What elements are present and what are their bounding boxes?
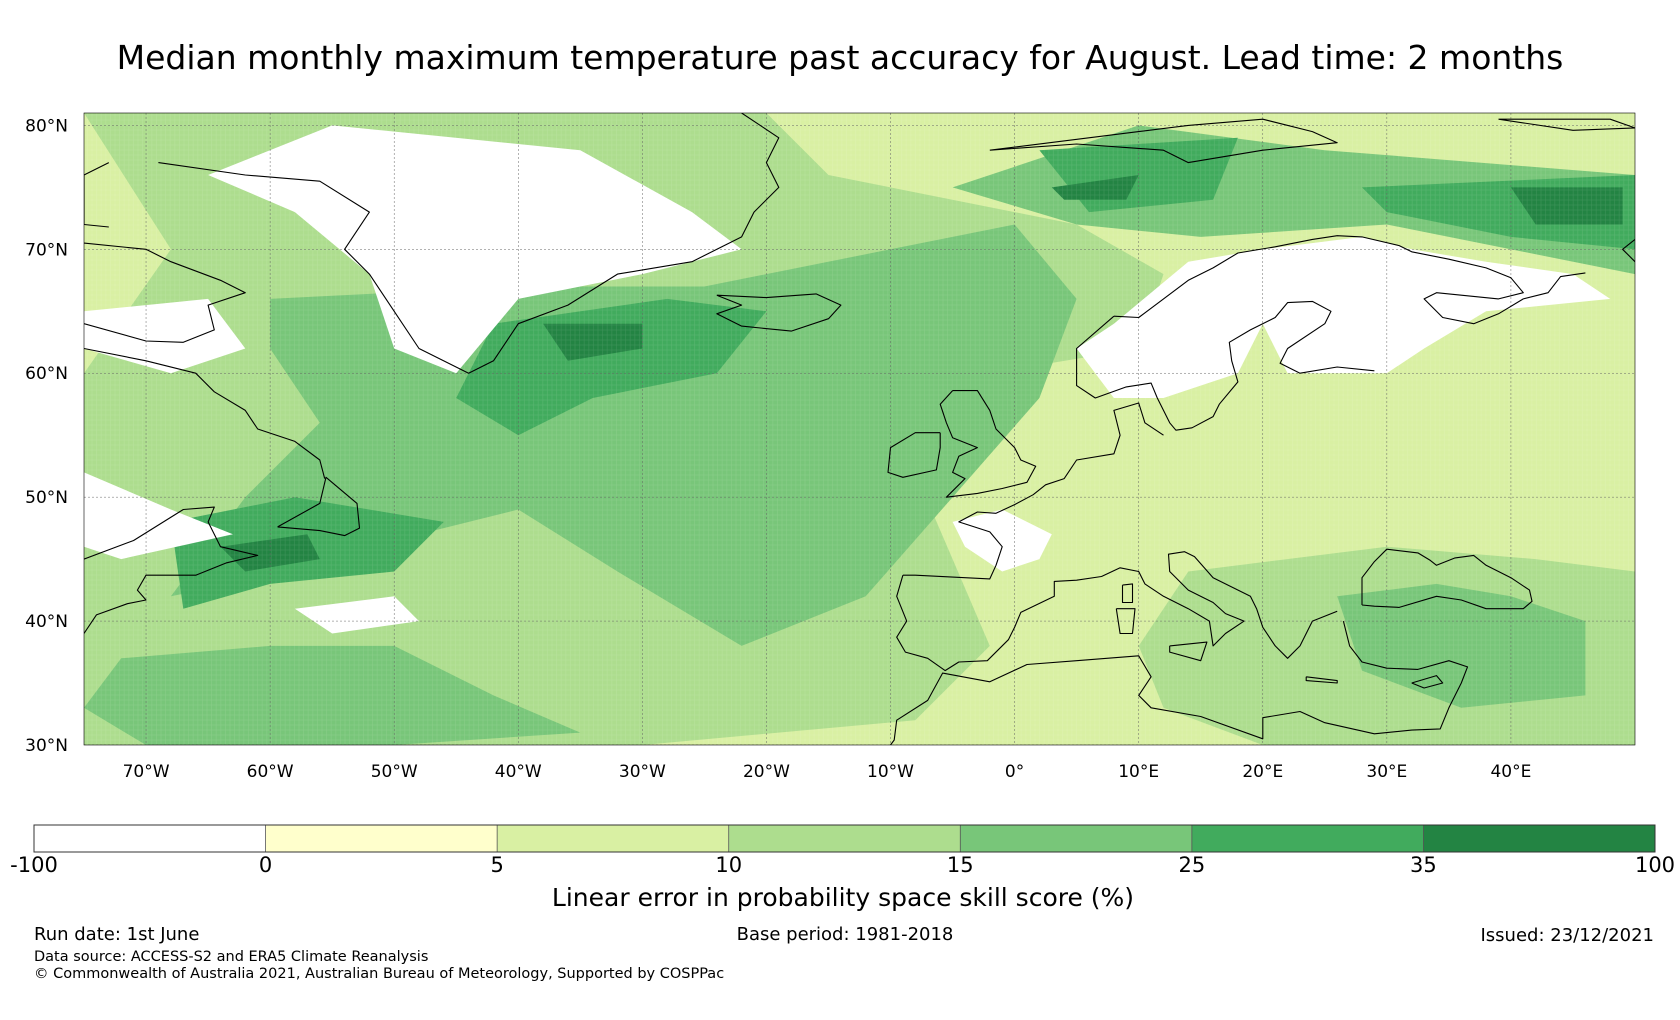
longitude-tick-label: 10°E [1118, 762, 1159, 782]
base-period: Base period: 1981-2018 [736, 924, 954, 945]
colorbar-outline [33, 824, 1656, 853]
colorbar-tick-label: 0 [259, 853, 272, 877]
coastline-13 [84, 162, 110, 228]
data-source: Data source: ACCESS-S2 and ERA5 Climate … [34, 949, 429, 965]
colorbar-tick-label: 15 [947, 853, 974, 877]
longitude-tick-label: 10°W [867, 762, 914, 782]
coastline-6 [889, 620, 1469, 745]
coastline-14 [84, 242, 246, 343]
coastline-2 [939, 390, 1037, 498]
colorbar-label: Linear error in probability space skill … [552, 883, 1134, 912]
coastline-19 [1121, 583, 1134, 604]
copyright-notice: © Commonwealth of Australia 2021, Austra… [34, 966, 725, 982]
longitude-tick-label: 30°E [1366, 762, 1407, 782]
map-title: Median monthly maximum temperature past … [116, 38, 1564, 77]
grid-cell-texture [84, 113, 1635, 745]
colorbar-swatch-5 [1191, 825, 1424, 852]
coastlines [84, 113, 1635, 745]
coastline-1 [716, 293, 842, 332]
run-date: Run date: 1st June [34, 924, 200, 945]
coastline-9 [1113, 235, 1586, 325]
colorbar-tick-label: 25 [1178, 853, 1205, 877]
longitude-tick-label: 30°W [619, 762, 666, 782]
latitude-tick-label: 40°N [25, 612, 68, 632]
coastline-16 [1498, 118, 1635, 131]
coastline-10 [84, 347, 326, 479]
coastline-15 [989, 118, 1338, 164]
latitude-tick-label: 60°N [25, 364, 68, 384]
map-plot-area [84, 113, 1635, 745]
coastline-7 [1361, 548, 1533, 610]
longitude-tick-label: 70°W [123, 762, 170, 782]
coastline-17 [1622, 238, 1635, 263]
longitude-tick-label: 20°W [743, 762, 790, 782]
coastline-0 [158, 113, 780, 374]
longitude-tick-label: 40°W [495, 762, 542, 782]
coastline-3 [887, 432, 941, 478]
coastline-18 [1115, 608, 1136, 635]
latitude-labels: 80°N 70°N 60°N 50°N 40°N 30°N [25, 116, 68, 756]
colorbar-swatch-2 [497, 825, 729, 852]
colorbar-tick-label: 35 [1410, 853, 1437, 877]
coastline-8 [1076, 300, 1375, 431]
latitude-tick-label: 30°N [25, 736, 68, 756]
coastline-20 [1169, 641, 1208, 662]
colorbar: -100 0 5 10 15 25 35 100 [10, 824, 1675, 877]
coastline-12 [84, 506, 259, 634]
latitude-tick-label: 50°N [25, 488, 68, 508]
colorbar-swatch-3 [728, 825, 961, 852]
coastline-5 [896, 551, 1338, 672]
longitude-tick-label: 40°E [1490, 762, 1531, 782]
colorbar-tick-label: 100 [1635, 853, 1675, 877]
latitude-tick-label: 70°N [25, 240, 68, 260]
coastline-22 [1411, 675, 1444, 689]
issued-date: Issued: 23/12/2021 [1480, 925, 1654, 946]
coastline-4 [902, 402, 1164, 580]
longitude-tick-label: 0° [1005, 762, 1024, 782]
longitude-tick-label: 60°W [247, 762, 294, 782]
longitude-labels: 70°W 60°W 50°W 40°W 30°W 20°W 10°W 0° 10°E 20°E 30… [123, 762, 1532, 782]
colorbar-swatch-6 [1423, 825, 1655, 852]
longitude-tick-label: 50°W [371, 762, 418, 782]
colorbar-swatch-4 [960, 825, 1192, 852]
graticule [84, 113, 1635, 745]
colorbar-tick-label: 10 [715, 853, 742, 877]
coastline-11 [277, 476, 361, 537]
map-frame [83, 112, 1636, 746]
colorbar-tick-label: 5 [490, 853, 503, 877]
longitude-tick-label: 20°E [1242, 762, 1283, 782]
colorbar-tick-label: -100 [10, 853, 58, 877]
colorbar-swatch-1 [265, 825, 498, 852]
colorbar-swatch-0 [34, 825, 266, 852]
latitude-tick-label: 80°N [25, 116, 68, 136]
coastline-21 [1305, 676, 1338, 684]
